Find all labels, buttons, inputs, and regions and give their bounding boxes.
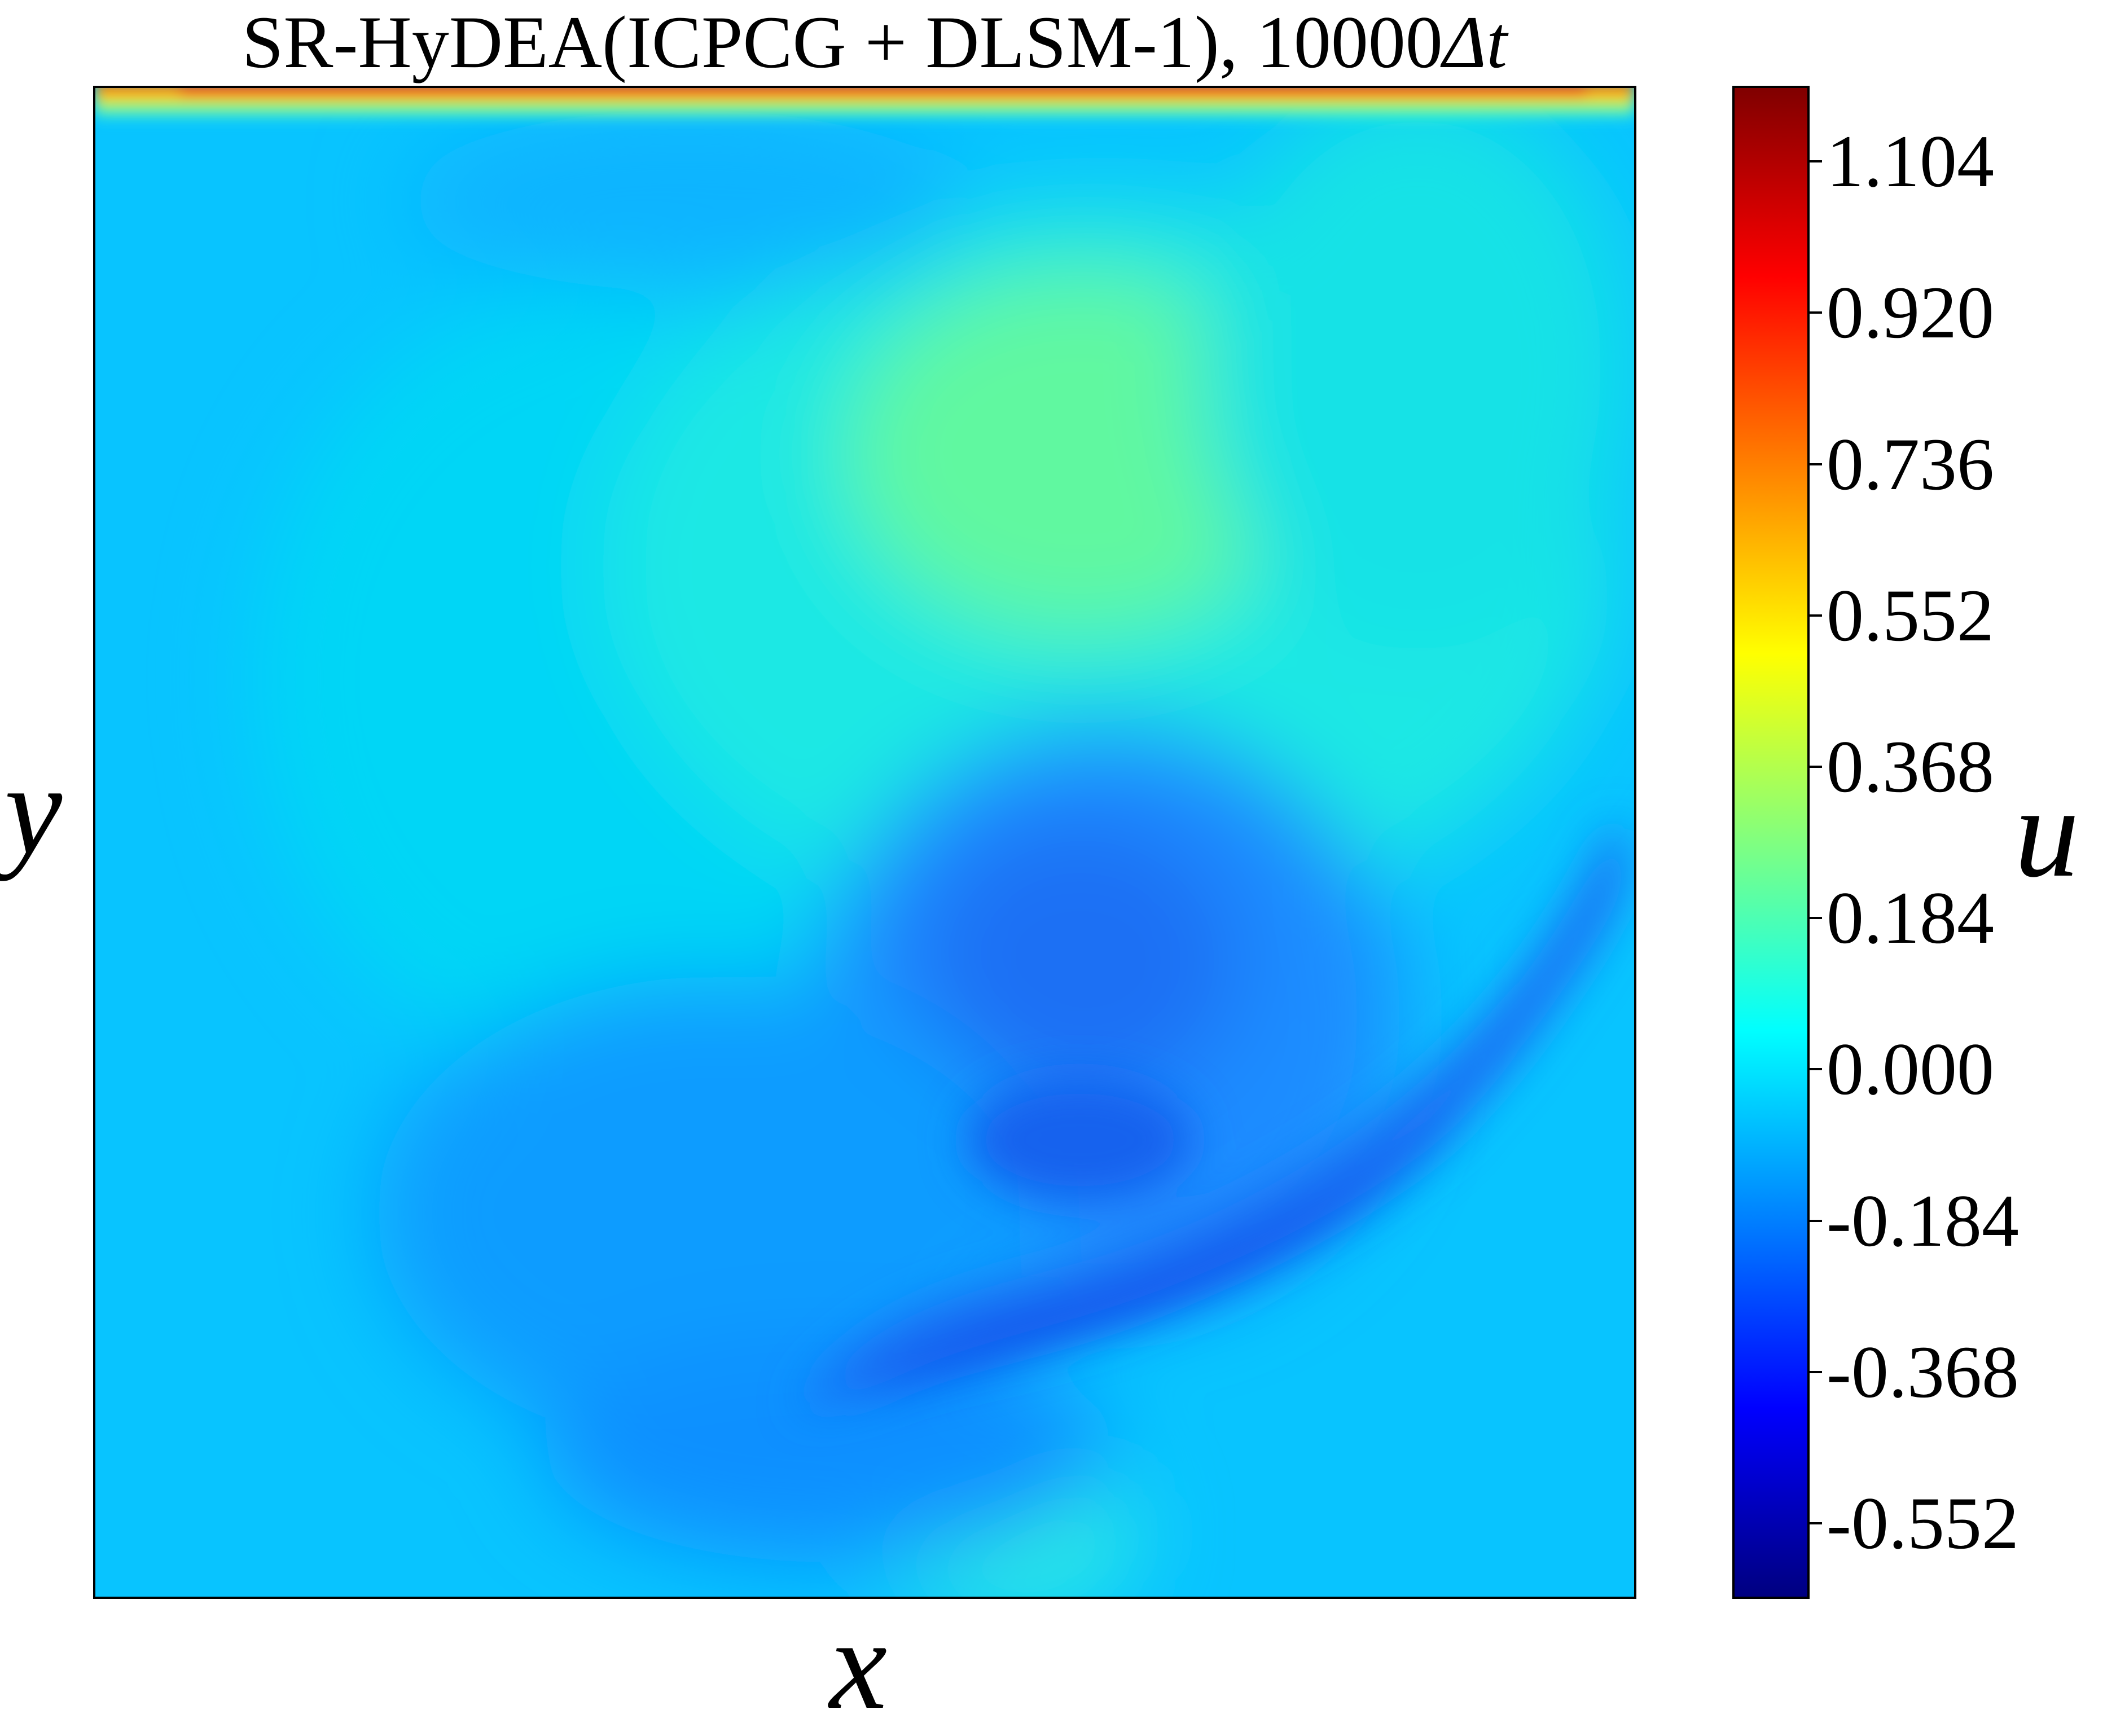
colorbar-tick-mark (1810, 160, 1822, 163)
colorbar-tick-label: -0.184 (1827, 1179, 2019, 1262)
chart-title-main: SR-HyDEA(ICPCG + DLSM-1), 10000 (242, 1, 1443, 83)
colorbar-tick-label: 0.184 (1827, 876, 1994, 960)
y-axis-label: y (5, 737, 63, 881)
colorbar (1732, 86, 1810, 1599)
colorbar-tick-label: 0.736 (1827, 422, 1994, 506)
colorbar-tick-mark (1810, 1522, 1822, 1524)
top-left-blue-patch (405, 110, 968, 291)
lid-hot-edge (179, 88, 1587, 96)
colorbar-tick-mark (1810, 1068, 1822, 1071)
lid-layer (95, 88, 1634, 122)
colorbar-tick-label: 0.368 (1827, 724, 1994, 808)
colorbar-tick-label: -0.552 (1827, 1481, 2019, 1564)
colorbar-tick-label: 0.920 (1827, 271, 1994, 354)
chart-title: SR-HyDEA(ICPCG + DLSM-1), 10000Δt (107, 0, 1642, 85)
colorbar-tick-mark (1810, 765, 1822, 768)
center-blue-core (922, 819, 1238, 1101)
shear-arc (798, 819, 1628, 1410)
center-low-core (967, 1078, 1193, 1202)
colorbar-label: u (2014, 760, 2079, 904)
chart-title-italic: Δt (1442, 1, 1507, 83)
plot-area (93, 86, 1636, 1599)
bottom-blue-band (545, 1337, 1108, 1562)
x-axis-label: x (829, 1592, 888, 1736)
shear-arc-outer (798, 819, 1628, 1410)
upper-green-core (844, 268, 1316, 640)
colorbar-tick-mark (1810, 614, 1822, 617)
field-blobs (253, 88, 1632, 1597)
colorbar-tick-label: -0.368 (1827, 1330, 2019, 1413)
colorbar-tick-label: 1.104 (1827, 120, 1994, 203)
colorbar-tick-mark (1810, 917, 1822, 920)
colorbar-tick-mark (1810, 1370, 1822, 1373)
velocity-field-heatmap (95, 88, 1634, 1597)
colorbar-tick-mark (1810, 1219, 1822, 1222)
right-upper-cyan (1204, 88, 1632, 651)
colorbar-tick-mark (1810, 463, 1822, 465)
colorbar-tick-label: 0.552 (1827, 573, 1994, 657)
colorbar-tick-mark (1810, 311, 1822, 314)
shear-arc-core (855, 1111, 1474, 1399)
colorbar-tick-label: 0.000 (1827, 1027, 1994, 1111)
